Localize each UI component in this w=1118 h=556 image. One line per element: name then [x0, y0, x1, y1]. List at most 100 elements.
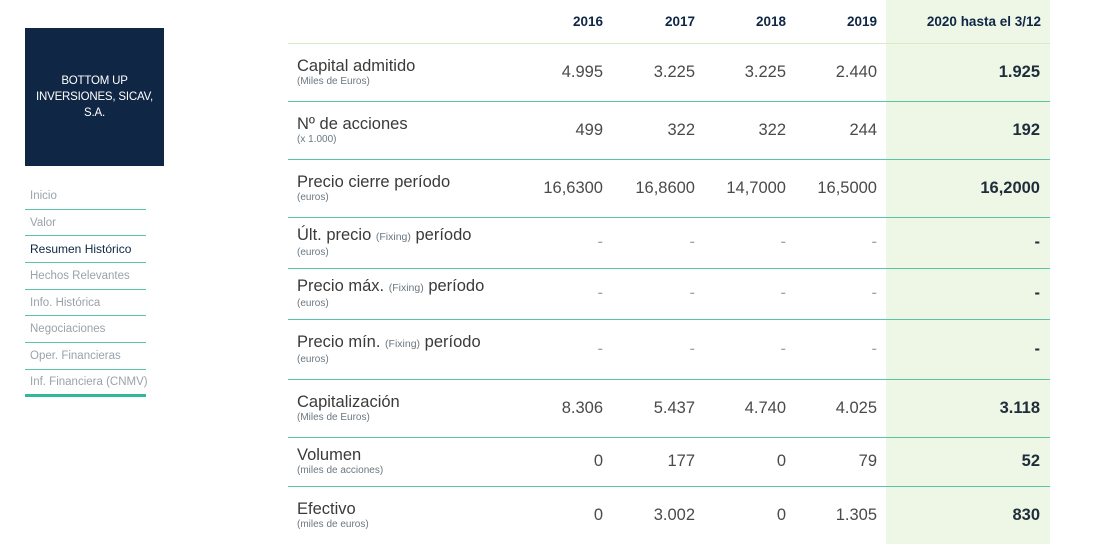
table-cell: 244 [795, 101, 886, 160]
row-title: Precio cierre período [297, 172, 451, 191]
company-name: BOTTOM UP INVERSIONES, SICAV, S.A. [36, 75, 153, 119]
row-title: Precio mín. (Fixing) período [297, 333, 528, 354]
table-cell-highlight: - [886, 268, 1050, 320]
table-cell: 4.025 [795, 379, 886, 438]
column-header-label [288, 0, 529, 44]
table-cell: 0 [704, 437, 795, 487]
row-label: Precio máx. (Fixing) período (euros) [288, 268, 529, 320]
table-row: Precio máx. (Fixing) período (euros) - -… [288, 268, 1050, 320]
sidebar-item-negociaciones[interactable]: Negociaciones [25, 316, 146, 344]
row-title-period: período [415, 226, 472, 244]
table-cell: 1.305 [835, 505, 877, 524]
table-cell: 322 [704, 101, 795, 160]
table-row: Volumen (miles de acciones) 0 177 0 79 5… [288, 437, 1050, 487]
sidebar-item-resumen-historico[interactable]: Resumen Histórico [25, 236, 146, 264]
row-title: Últ. precio (Fixing) período [297, 226, 528, 247]
row-title-fixing: (Fixing) [385, 337, 421, 350]
table-cell: - [529, 268, 612, 320]
table-cell: - [795, 268, 886, 320]
table-cell: 4.995 [529, 43, 612, 102]
table-cell: 3.225 [704, 43, 795, 102]
table-cell: - [795, 217, 886, 269]
table-cell: 2.440 [795, 43, 886, 102]
column-header-2019: 2019 [795, 0, 886, 44]
row-title-main: Precio mín. [297, 332, 381, 351]
historical-summary-table: 2016 2017 2018 2019 2020 hasta el 3/12 C… [288, 0, 1050, 544]
table-cell: 0 [529, 437, 612, 487]
row-title: Precio máx. (Fixing) período [297, 277, 528, 298]
table-cell: 5.437 [612, 379, 704, 438]
row-title-fixing: (Fixing) [375, 231, 411, 243]
table-row: Nº de acciones (x 1.000) 499 322 322 244… [288, 101, 1050, 160]
company-logo-box: BOTTOM UP INVERSIONES, SICAV, S.A. [25, 28, 164, 166]
table-cell: - [612, 319, 704, 380]
row-title: Nº de acciones [297, 114, 408, 133]
sidebar-item-valor[interactable]: Valor [25, 210, 146, 237]
table-cell: 16,6300 [529, 159, 612, 218]
row-title: Capital admitido [297, 56, 416, 75]
row-title-period: período [428, 277, 485, 295]
table-cell: 3.002 [653, 505, 695, 524]
table-cell: - [529, 217, 612, 269]
table-row: Capital admitido (Miles de Euros) 4.995 … [288, 43, 1050, 102]
table-cell: - [704, 268, 795, 320]
table-cell: - [612, 217, 704, 269]
row-subtitle: (Miles de Euros) [297, 75, 370, 87]
row-subtitle: (euros) [297, 353, 329, 365]
table-cell: 4.740 [704, 379, 795, 438]
column-header-2020: 2020 hasta el 3/12 [886, 0, 1050, 44]
table-cell: 322 [612, 101, 704, 160]
sidebar-item-oper-financieras[interactable]: Oper. Financieras [25, 343, 146, 370]
table-cell: 177 [612, 437, 704, 487]
table-row: Precio cierre período (euros) 16,6300 16… [288, 159, 1050, 218]
table-header-row: 2016 2017 2018 2019 2020 hasta el 3/12 [288, 0, 1050, 44]
row-title-main: Precio máx. [297, 277, 385, 295]
sidebar-nav: Inicio Valor Resumen Histórico Hechos Re… [25, 183, 148, 397]
column-header-2017: 2017 [612, 0, 704, 44]
row-label: Efectivo (miles de euros) [288, 486, 529, 544]
sidebar-item-inf-financiera-cnmv[interactable]: Inf. Financiera (CNMV) [25, 370, 148, 397]
row-label: Precio cierre período (euros) [288, 159, 529, 218]
sidebar-item-inicio[interactable]: Inicio [25, 183, 146, 210]
table-cell: - [704, 319, 795, 380]
table-cell: 14,7000 [704, 159, 795, 218]
row-subtitle: (euros) [297, 298, 329, 309]
table-cell: - [704, 217, 795, 269]
table-row: Capitalización (Miles de Euros) 8.306 5.… [288, 379, 1050, 438]
row-title: Capitalización [297, 392, 400, 411]
table-cell: 8.306 [529, 379, 612, 438]
table-cell: 0 [593, 505, 603, 524]
table-cell: 0 [776, 505, 786, 524]
row-label: Últ. precio (Fixing) período (euros) [288, 217, 529, 269]
table-cell: 16,8600 [612, 159, 704, 218]
row-subtitle: (miles de euros) [297, 518, 369, 530]
row-title-main: Últ. precio [297, 226, 372, 244]
row-label: Volumen (miles de acciones) [288, 437, 529, 487]
row-title: Efectivo [297, 499, 356, 518]
table-cell-highlight: - [886, 217, 1050, 269]
table-cell: 499 [529, 101, 612, 160]
row-title-fixing: (Fixing) [388, 282, 424, 294]
table-cell-highlight: 3.118 [886, 379, 1050, 438]
sidebar-item-info-historica[interactable]: Info. Histórica [25, 290, 146, 317]
table-cell: 79 [795, 437, 886, 487]
row-title-period: período [424, 332, 481, 351]
column-header-2016: 2016 [529, 0, 612, 44]
row-subtitle: (euros) [297, 191, 329, 203]
table-cell: - [612, 268, 704, 320]
table-cell-highlight: 192 [886, 101, 1050, 160]
row-subtitle: (miles de acciones) [297, 465, 384, 476]
table-cell: - [529, 319, 612, 380]
table-cell: 3.225 [612, 43, 704, 102]
table-row: Últ. precio (Fixing) período (euros) - -… [288, 217, 1050, 269]
row-subtitle: (Miles de Euros) [297, 411, 370, 423]
row-subtitle: (x 1.000) [297, 133, 337, 145]
table-cell: 16,5000 [795, 159, 886, 218]
table-cell-highlight: - [886, 319, 1050, 380]
table-cell-highlight: 830 [886, 486, 1050, 544]
row-title: Volumen [297, 446, 362, 464]
row-label: Capital admitido (Miles de Euros) [288, 43, 529, 102]
row-label: Nº de acciones (x 1.000) [288, 101, 529, 160]
sidebar-item-hechos-relevantes[interactable]: Hechos Relevantes [25, 263, 146, 290]
table-cell-highlight: 16,2000 [886, 159, 1050, 218]
